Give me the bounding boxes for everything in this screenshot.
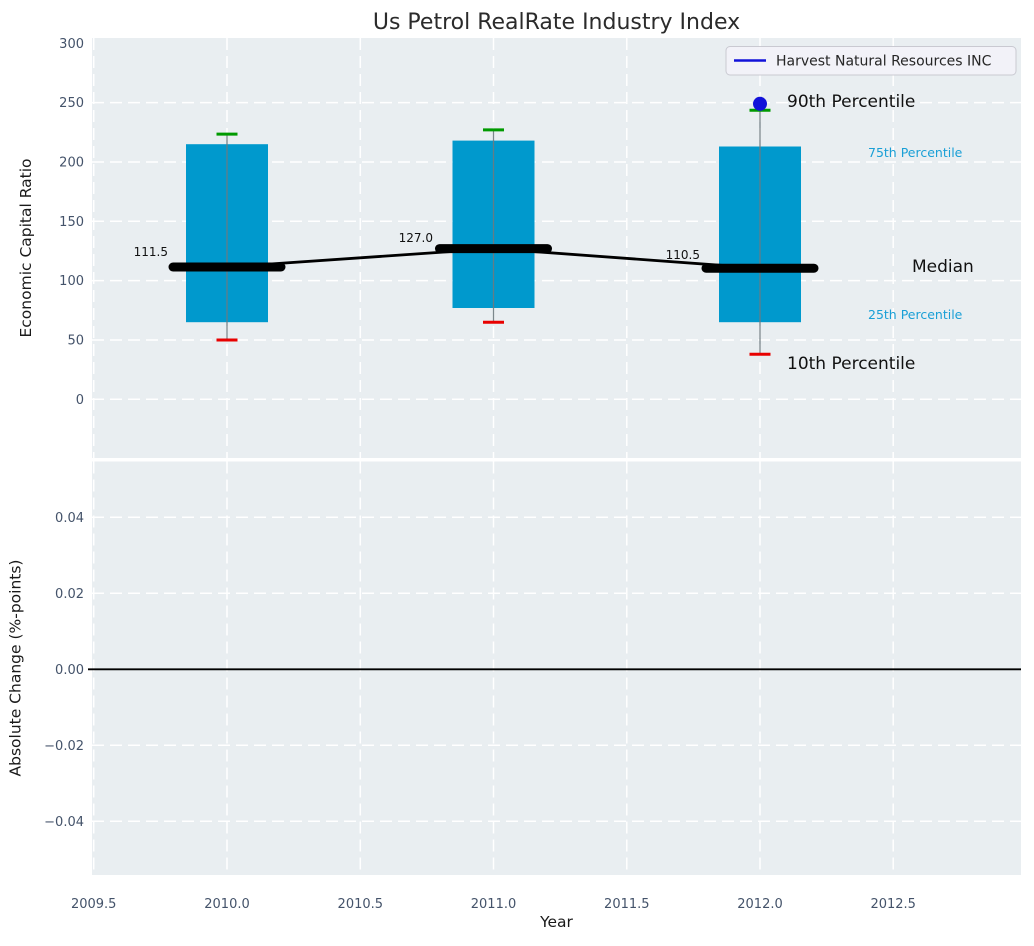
y-tick: 200 xyxy=(59,156,84,171)
x-tick: 2012.0 xyxy=(737,897,783,912)
y-tick: −0.04 xyxy=(44,815,84,830)
annotation-median: Median xyxy=(912,257,974,277)
company-point-marker xyxy=(753,96,767,111)
x-tick: 2010.0 xyxy=(204,897,250,912)
box-group-2010 xyxy=(186,132,268,342)
chart-title: Us Petrol RealRate Industry Index xyxy=(373,10,740,35)
y-tick: 250 xyxy=(59,96,84,111)
x-ticks: 2009.5 2010.0 2010.5 2011.0 2011.5 2012.… xyxy=(71,897,916,912)
annotation-10th-percentile: 10th Percentile xyxy=(787,354,915,374)
y-tick: 300 xyxy=(59,37,84,52)
y-tick: 50 xyxy=(67,334,84,349)
y-axis-label-bottom: Absolute Change (%-points) xyxy=(7,560,25,777)
box-group-2011 xyxy=(452,128,535,324)
y-axis-label-top: Economic Capital Ratio xyxy=(17,158,35,337)
y-tick: 150 xyxy=(59,215,84,230)
box-group-2012 xyxy=(719,108,801,356)
x-tick: 2011.0 xyxy=(471,897,517,912)
median-value-2011: 127.0 xyxy=(399,231,433,245)
y-tick: 0.04 xyxy=(55,511,84,526)
y-tick: 0.00 xyxy=(55,663,84,678)
x-tick: 2010.5 xyxy=(338,897,384,912)
y-tick: 0 xyxy=(76,393,84,408)
y-tick: −0.02 xyxy=(44,739,84,754)
legend-frame xyxy=(725,46,1017,76)
y-ticks-top-panel: 300 250 200 150 100 50 0 xyxy=(59,37,84,408)
annotation-75th-percentile: 75th Percentile xyxy=(868,145,963,160)
annotation-25th-percentile: 25th Percentile xyxy=(868,307,963,322)
median-value-2010: 111.5 xyxy=(134,245,168,259)
x-axis-label: Year xyxy=(539,913,573,931)
annotation-90th-percentile: 90th Percentile xyxy=(787,92,915,112)
legend: Harvest Natural Resources INC xyxy=(725,46,1017,76)
x-tick: 2011.5 xyxy=(604,897,650,912)
y-tick: 0.02 xyxy=(55,587,84,602)
median-value-2012: 110.5 xyxy=(666,248,700,262)
y-tick: 100 xyxy=(59,274,84,289)
x-tick: 2009.5 xyxy=(71,897,117,912)
y-ticks-bottom-panel: 0.04 0.02 0.00 −0.02 −0.04 xyxy=(44,511,84,830)
bottom-panel-background xyxy=(92,461,1021,875)
legend-label: Harvest Natural Resources INC xyxy=(776,54,992,70)
x-tick: 2012.5 xyxy=(870,897,916,912)
